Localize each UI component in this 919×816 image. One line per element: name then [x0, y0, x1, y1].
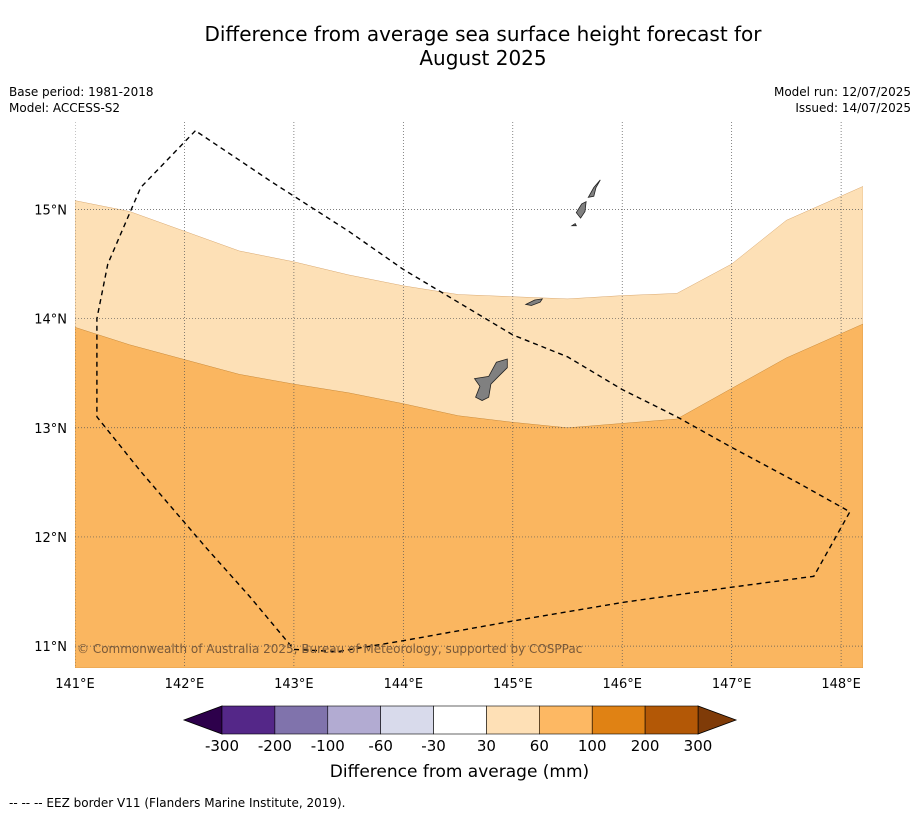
colorbar-label: Difference from average (mm) [329, 762, 590, 782]
x-tick-label-142: 142°E [165, 677, 205, 692]
map-figure: © Commonwealth of Australia 2025, Bureau… [34, 122, 863, 755]
colorbar-tick-label-0: -300 [205, 737, 239, 755]
base-period: Base period: 1981-2018 [9, 85, 154, 99]
footnote-eez: -- -- -- EEZ border V11 (Flanders Marine… [9, 796, 346, 810]
eez-border-line [96, 130, 851, 653]
map-plot-area: © Commonwealth of Australia 2025, Bureau… [34, 122, 863, 692]
title-line-2: August 2025 [419, 46, 547, 70]
x-tick-label-141: 141°E [55, 677, 95, 692]
map-title: Difference from average sea surface heig… [0, 22, 919, 70]
colorbar-segment-3 [380, 705, 434, 735]
y-tick-label-12: 12°N [34, 531, 67, 546]
map-data-group [75, 122, 863, 668]
x-tick-label-145: 145°E [493, 677, 533, 692]
metadata-left: Base period: 1981-2018 Model: ACCESS-S2 [9, 84, 154, 116]
colorbar: -300 -200 -100 -60 -30 30 60 100 200 300 [182, 705, 738, 755]
y-tick-label-11: 11°N [34, 640, 67, 655]
issued-date: Issued: 14/07/2025 [795, 101, 911, 115]
x-tick-label-147: 147°E [712, 677, 752, 692]
title-line-1: Difference from average sea surface heig… [204, 22, 762, 46]
copyright-text: © Commonwealth of Australia 2025, Bureau… [77, 642, 582, 656]
colorbar-tick-label-4: -30 [421, 737, 446, 755]
model-run: Model run: 12/07/2025 [773, 85, 911, 99]
model-name: Model: ACCESS-S2 [9, 101, 121, 115]
colorbar-segment-1 [274, 705, 329, 735]
colorbar-segment-8 [644, 705, 699, 735]
colorbar-segment-4 [433, 705, 487, 735]
colorbar-segment-5 [486, 705, 540, 735]
colorbar-tick-label-8: 200 [631, 737, 660, 755]
colorbar-tick-label-7: 100 [578, 737, 607, 755]
colorbar-extend-high [697, 705, 738, 735]
island-saipan [587, 179, 601, 198]
x-tick-label-144: 144°E [384, 677, 424, 692]
island-tinian [575, 201, 587, 219]
y-tick-label-15: 15°N [34, 203, 67, 218]
x-tick-label-143: 143°E [274, 677, 314, 692]
colorbar-segment-7 [591, 705, 646, 735]
y-tick-label-14: 14°N [34, 313, 67, 328]
colorbar-segment-2 [327, 705, 381, 735]
colorbar-tick-label-3: -60 [368, 737, 393, 755]
colorbar-extend-low [182, 705, 223, 735]
colorbar-tick-label-1: -200 [258, 737, 292, 755]
colorbar-tick-label-5: 30 [477, 737, 496, 755]
x-tick-label-146: 146°E [602, 677, 642, 692]
colorbar-tick-label-2: -100 [311, 737, 345, 755]
x-tick-label-148: 148°E [821, 677, 861, 692]
colorbar-segment-6 [539, 705, 593, 735]
island-guam [473, 358, 508, 401]
y-tick-label-13: 13°N [34, 422, 67, 437]
colorbar-tick-label-6: 60 [530, 737, 549, 755]
colorbar-tick-label-9: 300 [684, 737, 713, 755]
colorbar-segment-0 [221, 705, 276, 735]
island-aguijan [570, 223, 577, 227]
metadata-right: Model run: 12/07/2025 Issued: 14/07/2025 [774, 84, 911, 116]
island-rota [524, 298, 544, 306]
